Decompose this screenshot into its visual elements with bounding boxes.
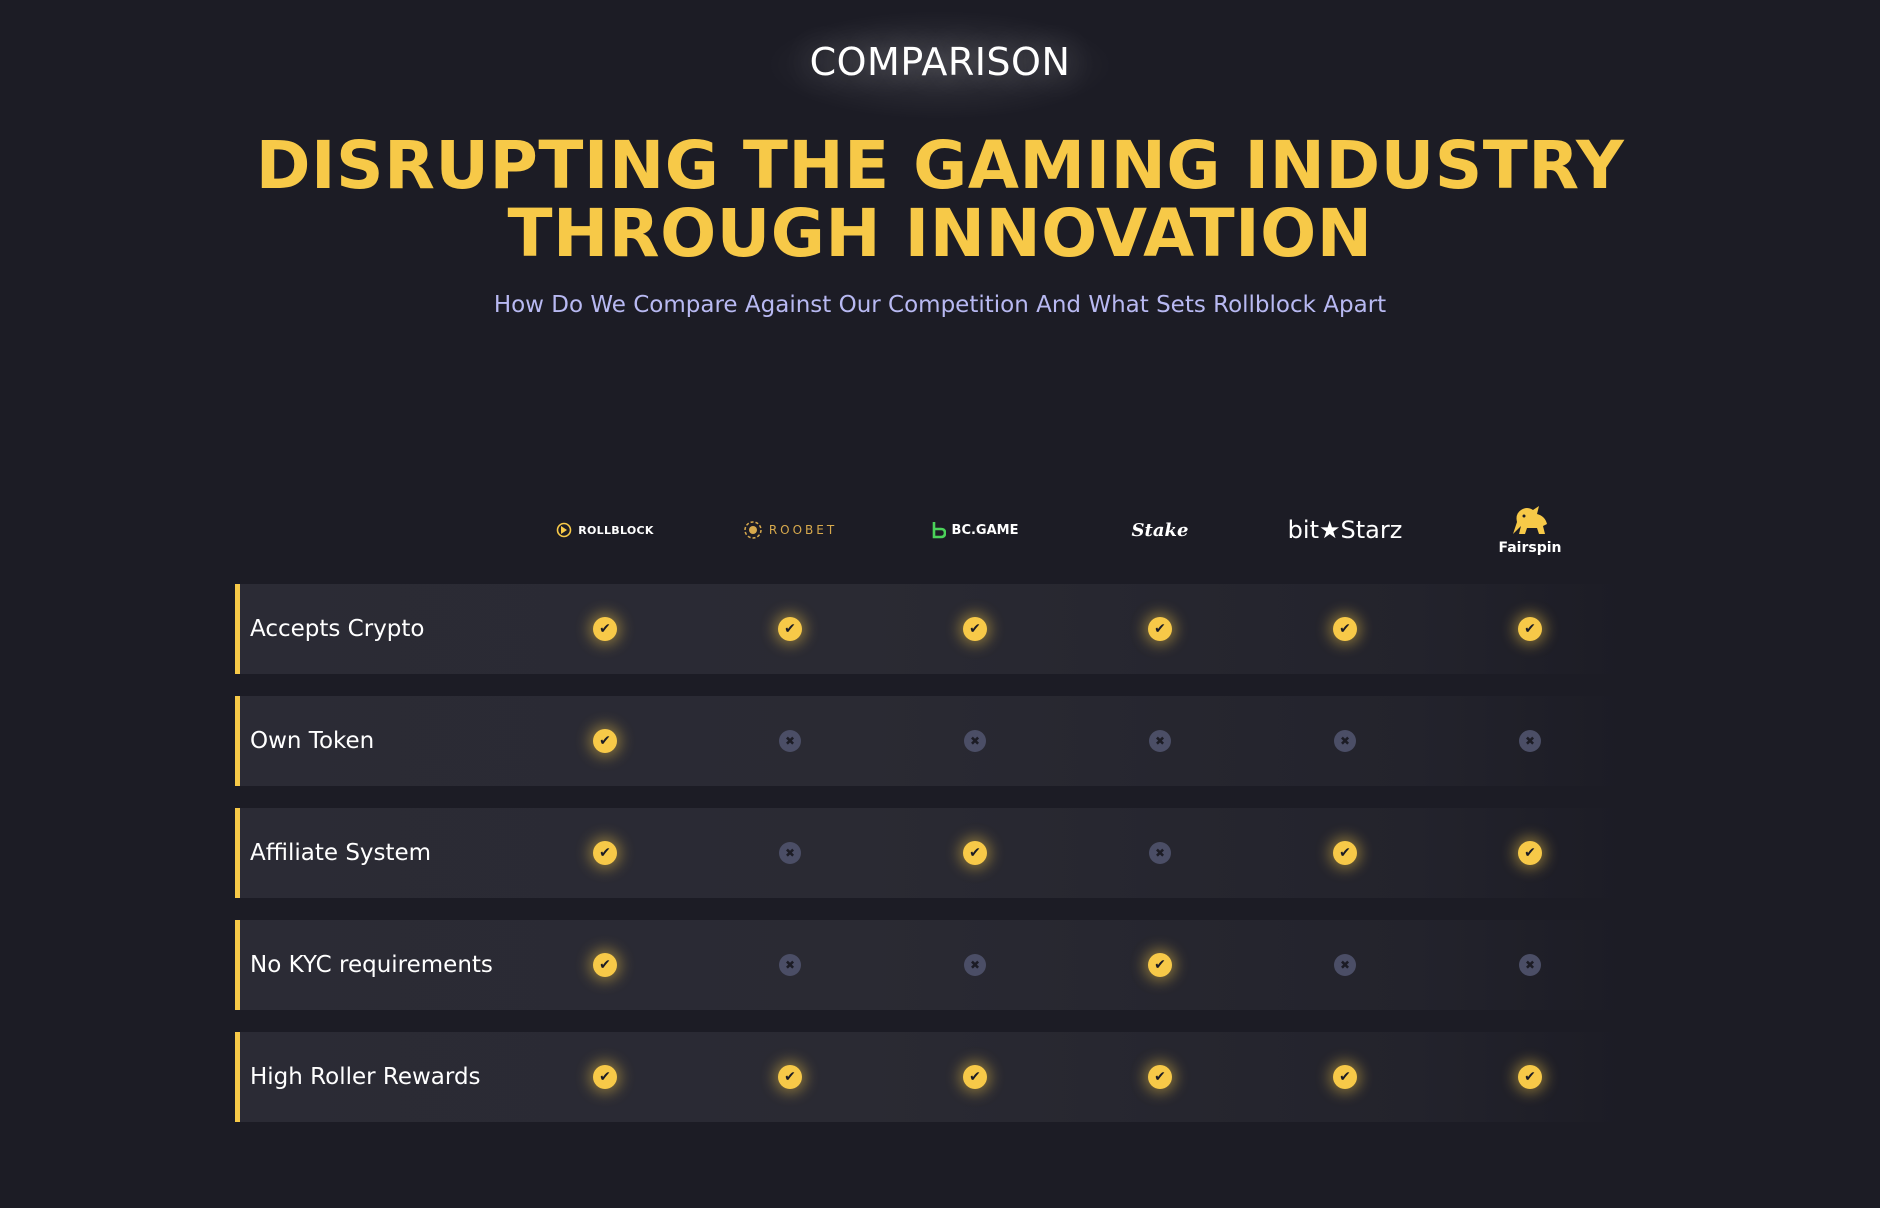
- check-circle-icon: ✔: [963, 1065, 987, 1089]
- fairspin-lion-icon: [1512, 506, 1547, 534]
- check-circle-icon: ✔: [593, 729, 617, 753]
- feature-row: [235, 584, 1623, 674]
- feature-row: [235, 920, 1623, 1010]
- check-circle-icon: ✔: [1518, 617, 1542, 641]
- page-subtitle: How Do We Compare Against Our Competitio…: [493, 292, 1387, 318]
- rollblock-logo-text: ROLLBLOCK: [578, 523, 654, 537]
- competitor-logo-fairspin: Fairspin: [1455, 500, 1605, 560]
- competitor-logo-rollblock: ROLLBLOCK: [530, 500, 680, 560]
- cross-circle-icon: ✖: [1519, 730, 1541, 752]
- check-circle-icon: ✔: [593, 953, 617, 977]
- check-circle-icon: ✔: [1333, 1065, 1357, 1089]
- check-circle-icon: ✔: [1333, 841, 1357, 865]
- feature-label: Own Token: [250, 728, 375, 754]
- competitor-logo-bitstarz: bit★Starz: [1270, 500, 1420, 560]
- check-circle-icon: ✔: [1333, 617, 1357, 641]
- check-circle-icon: ✔: [593, 617, 617, 641]
- bcgame-logo-text: BC.GAME: [951, 522, 1019, 538]
- roobet-logo-icon: [744, 521, 762, 539]
- check-circle-icon: ✔: [963, 617, 987, 641]
- fairspin-logo-text: Fairspin: [1498, 540, 1562, 556]
- feature-label: No KYC requirements: [250, 952, 493, 978]
- cross-circle-icon: ✖: [779, 730, 801, 752]
- check-circle-icon: ✔: [1518, 1065, 1542, 1089]
- cross-circle-icon: ✖: [964, 730, 986, 752]
- rollblock-logo-icon: [556, 522, 572, 538]
- stake-logo-text: Stake: [1131, 519, 1189, 541]
- check-circle-icon: ✔: [778, 1065, 802, 1089]
- cross-circle-icon: ✖: [1149, 730, 1171, 752]
- cross-circle-icon: ✖: [1519, 954, 1541, 976]
- feature-label: Accepts Crypto: [250, 616, 425, 642]
- cross-circle-icon: ✖: [1149, 842, 1171, 864]
- section-label: COMPARISON: [809, 40, 1071, 84]
- page-headline: DISRUPTING THE GAMING INDUSTRY THROUGH I…: [0, 132, 1880, 268]
- check-circle-icon: ✔: [1148, 617, 1172, 641]
- competitor-logo-roobet: ROOBET: [715, 500, 865, 560]
- competitor-logo-bcgame: BC.GAME: [900, 500, 1050, 560]
- feature-row: [235, 696, 1623, 786]
- feature-label: Affiliate System: [250, 840, 432, 866]
- competitor-logo-stake: Stake: [1085, 500, 1235, 560]
- check-circle-icon: ✔: [1148, 1065, 1172, 1089]
- check-circle-icon: ✔: [1148, 953, 1172, 977]
- feature-row: [235, 808, 1623, 898]
- roobet-logo-text: ROOBET: [768, 523, 838, 537]
- cross-circle-icon: ✖: [779, 842, 801, 864]
- cross-circle-icon: ✖: [964, 954, 986, 976]
- bitstarz-logo-text: bit★Starz: [1287, 516, 1403, 544]
- check-circle-icon: ✔: [1518, 841, 1542, 865]
- headline-line-2: THROUGH INNOVATION: [507, 195, 1373, 272]
- check-circle-icon: ✔: [963, 841, 987, 865]
- feature-row: [235, 1032, 1623, 1122]
- check-circle-icon: ✔: [593, 1065, 617, 1089]
- cross-circle-icon: ✖: [1334, 954, 1356, 976]
- cross-circle-icon: ✖: [1334, 730, 1356, 752]
- check-circle-icon: ✔: [593, 841, 617, 865]
- headline-line-1: DISRUPTING THE GAMING INDUSTRY: [255, 127, 1625, 204]
- feature-label: High Roller Rewards: [250, 1064, 481, 1090]
- cross-circle-icon: ✖: [779, 954, 801, 976]
- section-label-glow: [765, 10, 1115, 120]
- check-circle-icon: ✔: [778, 617, 802, 641]
- bcgame-logo-icon: [932, 522, 946, 539]
